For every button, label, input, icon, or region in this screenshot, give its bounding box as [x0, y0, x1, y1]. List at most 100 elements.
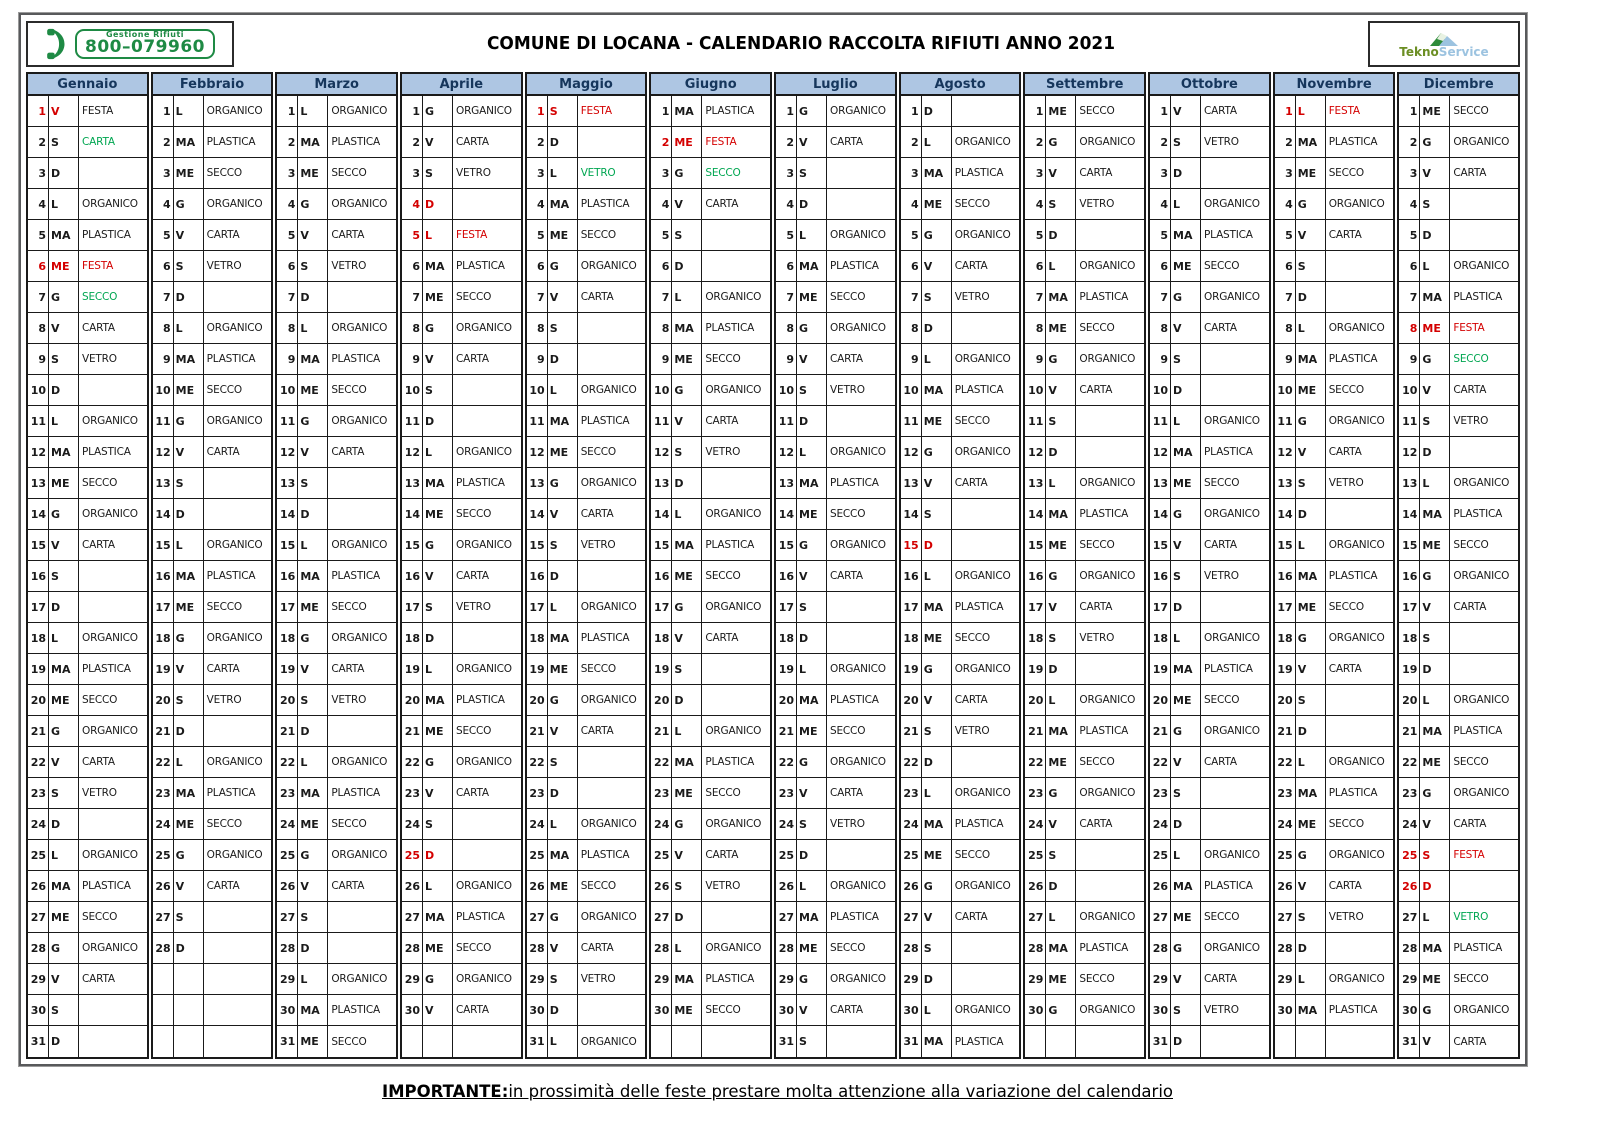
waste-label: CARTA: [456, 1004, 489, 1016]
waste-label: SECCO: [456, 291, 492, 303]
day-number: 7: [776, 282, 798, 312]
waste-label: [328, 716, 396, 746]
day-abbr: D: [797, 189, 828, 219]
day-number: 19: [776, 654, 798, 684]
waste-label: [952, 964, 1020, 994]
waste-label: SECCO: [954, 198, 990, 210]
calendar-day-row: 20 ME SECCO: [28, 685, 147, 716]
day-abbr: ME: [672, 344, 703, 374]
day-abbr: D: [423, 189, 454, 219]
day-number: 21: [651, 716, 673, 746]
calendar-day-row: 13 G ORGANICO: [526, 468, 646, 499]
waste-label: ORGANICO: [206, 539, 263, 551]
day-abbr: V: [49, 313, 79, 343]
waste-label: CARTA: [830, 136, 863, 148]
waste-label: ORGANICO: [206, 198, 263, 210]
calendar-day-row: 9 L ORGANICO: [900, 344, 1020, 375]
day-abbr: MA: [1046, 499, 1077, 529]
day-number: 4: [1275, 189, 1296, 219]
calendar-day-row: 12 L ORGANICO: [402, 437, 521, 468]
day-number: 14: [776, 499, 798, 529]
waste-label: [79, 158, 147, 188]
waste-label: [578, 127, 646, 157]
day-abbr: V: [298, 871, 329, 901]
waste-label: ORGANICO: [206, 105, 263, 117]
waste-label: SECCO: [954, 632, 990, 644]
day-abbr: S: [1296, 251, 1326, 281]
calendar-day-row: 16 V CARTA: [776, 561, 895, 592]
day-abbr: D: [423, 623, 454, 653]
day-abbr: ME: [1171, 468, 1202, 498]
calendar-day-row: 20 S: [1274, 685, 1394, 716]
waste-label: PLASTICA: [1328, 136, 1378, 148]
waste-label: [827, 406, 895, 436]
waste-label: PLASTICA: [82, 446, 131, 458]
waste-label: ORGANICO: [705, 508, 762, 520]
day-number: 2: [402, 127, 424, 157]
waste-label: PLASTICA: [1079, 291, 1129, 303]
day-number: 2: [527, 127, 548, 157]
day-number: 22: [1275, 747, 1296, 777]
day-number: 2: [651, 127, 673, 157]
day-number: 20: [776, 685, 798, 715]
waste-label: CARTA: [580, 291, 614, 303]
day-number: [1025, 1026, 1047, 1057]
calendar-day-row: 26 MA PLASTICA: [1150, 871, 1269, 902]
day-abbr: S: [298, 685, 329, 715]
waste-label: PLASTICA: [1204, 663, 1253, 675]
waste-label: VETRO: [331, 260, 367, 272]
calendar-day-row: 6 L ORGANICO: [1025, 251, 1145, 282]
day-abbr: D: [1420, 220, 1451, 250]
day-number: 22: [1025, 747, 1047, 777]
calendar-day-row: 20 G ORGANICO: [526, 685, 646, 716]
day-abbr: MA: [672, 747, 703, 777]
calendar-day-row: 17 V CARTA: [1025, 592, 1145, 623]
waste-label: [1326, 1026, 1394, 1057]
day-abbr: L: [1171, 623, 1202, 653]
day-abbr: G: [298, 623, 329, 653]
waste-label: [79, 995, 147, 1025]
waste-label: CARTA: [331, 880, 365, 892]
waste-label: PLASTICA: [331, 353, 381, 365]
waste-label: ORGANICO: [1204, 725, 1260, 737]
waste-label: PLASTICA: [830, 477, 879, 489]
day-number: 27: [527, 902, 548, 932]
day-number: 11: [277, 406, 299, 436]
day-abbr: L: [548, 592, 578, 622]
day-number: 28: [527, 933, 548, 963]
top-bar: Gestione Rifiuti 800–079960 COMUNE DI LO…: [26, 18, 1520, 70]
day-number: 6: [651, 251, 673, 281]
day-abbr: D: [672, 251, 703, 281]
day-abbr: G: [672, 809, 703, 839]
calendar-day-row: 6 V CARTA: [900, 251, 1020, 282]
day-abbr: V: [922, 902, 952, 932]
day-abbr: L: [423, 437, 454, 467]
waste-label: ORGANICO: [206, 415, 263, 427]
day-abbr: D: [298, 716, 329, 746]
day-number: 8: [1399, 313, 1421, 343]
calendar-day-row: 17 S VETRO: [402, 592, 521, 623]
calendar-day-row: 26 V CARTA: [277, 871, 397, 902]
day-abbr: S: [423, 158, 454, 188]
month-column-ottobre: Ottobre 1 V CARTA 2 S VETRO 3 D 4 L ORGANICO 5 MA PLAS…: [1148, 72, 1271, 1059]
calendar-day-row: 19 S: [651, 654, 771, 685]
day-number: 13: [1275, 468, 1296, 498]
day-number: 30: [28, 995, 49, 1025]
waste-label: [1450, 220, 1518, 250]
waste-label: ORGANICO: [331, 849, 388, 861]
day-number: 21: [1399, 716, 1421, 746]
waste-label: CARTA: [456, 353, 489, 365]
day-abbr: MA: [1171, 654, 1202, 684]
day-abbr: V: [1171, 313, 1202, 343]
waste-label: CARTA: [456, 570, 489, 582]
waste-label: FESTA: [580, 105, 612, 117]
waste-label: PLASTICA: [206, 570, 256, 582]
day-number: 20: [277, 685, 299, 715]
day-number: 25: [277, 840, 299, 870]
calendar-day-row: 8 G ORGANICO: [402, 313, 521, 344]
calendar-day-row: 10 MA PLASTICA: [900, 375, 1020, 406]
day-number: 30: [1025, 995, 1047, 1025]
